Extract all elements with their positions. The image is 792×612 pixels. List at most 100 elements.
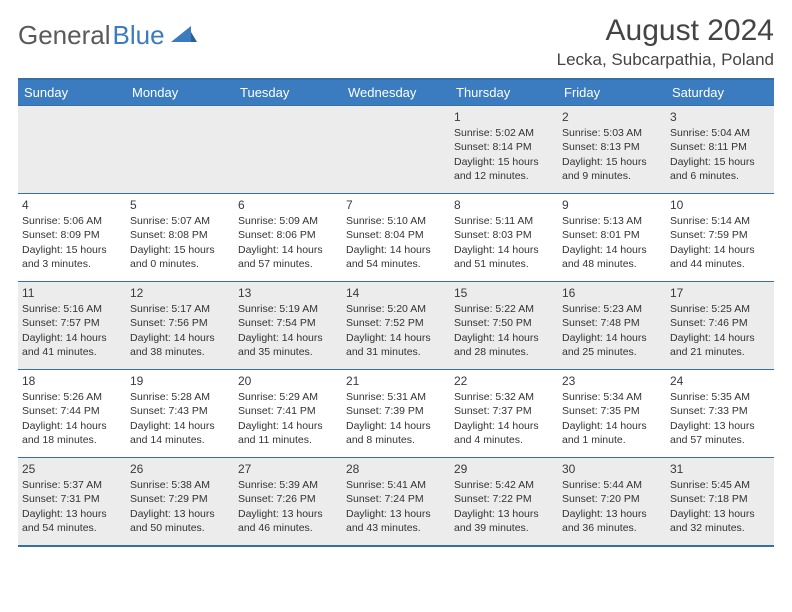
calendar: SundayMondayTuesdayWednesdayThursdayFrid… bbox=[18, 78, 774, 547]
weekday-header: Tuesday bbox=[234, 80, 342, 105]
day-number: 28 bbox=[346, 461, 446, 477]
day-cell: 12Sunrise: 5:17 AMSunset: 7:56 PMDayligh… bbox=[126, 281, 234, 369]
location: Lecka, Subcarpathia, Poland bbox=[557, 50, 774, 70]
day-info: Sunrise: 5:32 AMSunset: 7:37 PMDaylight:… bbox=[454, 390, 554, 447]
day-info: Sunrise: 5:26 AMSunset: 7:44 PMDaylight:… bbox=[22, 390, 122, 447]
day-cell: 7Sunrise: 5:10 AMSunset: 8:04 PMDaylight… bbox=[342, 193, 450, 281]
day-info: Sunrise: 5:23 AMSunset: 7:48 PMDaylight:… bbox=[562, 302, 662, 359]
day-cell: 6Sunrise: 5:09 AMSunset: 8:06 PMDaylight… bbox=[234, 193, 342, 281]
day-cell: 26Sunrise: 5:38 AMSunset: 7:29 PMDayligh… bbox=[126, 457, 234, 545]
logo-text-1: General bbox=[18, 20, 111, 51]
day-cell: 16Sunrise: 5:23 AMSunset: 7:48 PMDayligh… bbox=[558, 281, 666, 369]
day-number: 4 bbox=[22, 197, 122, 213]
day-cell: 23Sunrise: 5:34 AMSunset: 7:35 PMDayligh… bbox=[558, 369, 666, 457]
weekday-header: Sunday bbox=[18, 80, 126, 105]
day-cell bbox=[234, 105, 342, 193]
day-number: 9 bbox=[562, 197, 662, 213]
day-cell: 1Sunrise: 5:02 AMSunset: 8:14 PMDaylight… bbox=[450, 105, 558, 193]
day-info: Sunrise: 5:10 AMSunset: 8:04 PMDaylight:… bbox=[346, 214, 446, 271]
day-cell: 3Sunrise: 5:04 AMSunset: 8:11 PMDaylight… bbox=[666, 105, 774, 193]
day-number: 25 bbox=[22, 461, 122, 477]
logo-icon bbox=[171, 20, 197, 51]
day-cell: 21Sunrise: 5:31 AMSunset: 7:39 PMDayligh… bbox=[342, 369, 450, 457]
day-number: 17 bbox=[670, 285, 770, 301]
day-number: 15 bbox=[454, 285, 554, 301]
day-cell: 9Sunrise: 5:13 AMSunset: 8:01 PMDaylight… bbox=[558, 193, 666, 281]
day-info: Sunrise: 5:03 AMSunset: 8:13 PMDaylight:… bbox=[562, 126, 662, 183]
day-cell: 24Sunrise: 5:35 AMSunset: 7:33 PMDayligh… bbox=[666, 369, 774, 457]
day-number: 21 bbox=[346, 373, 446, 389]
weekday-header: Saturday bbox=[666, 80, 774, 105]
day-number: 23 bbox=[562, 373, 662, 389]
weekday-header: Thursday bbox=[450, 80, 558, 105]
day-cell: 25Sunrise: 5:37 AMSunset: 7:31 PMDayligh… bbox=[18, 457, 126, 545]
day-cell: 5Sunrise: 5:07 AMSunset: 8:08 PMDaylight… bbox=[126, 193, 234, 281]
day-number: 3 bbox=[670, 109, 770, 125]
day-number: 29 bbox=[454, 461, 554, 477]
day-number: 19 bbox=[130, 373, 230, 389]
weekday-header: Monday bbox=[126, 80, 234, 105]
day-cell: 20Sunrise: 5:29 AMSunset: 7:41 PMDayligh… bbox=[234, 369, 342, 457]
day-info: Sunrise: 5:22 AMSunset: 7:50 PMDaylight:… bbox=[454, 302, 554, 359]
day-cell: 17Sunrise: 5:25 AMSunset: 7:46 PMDayligh… bbox=[666, 281, 774, 369]
day-info: Sunrise: 5:17 AMSunset: 7:56 PMDaylight:… bbox=[130, 302, 230, 359]
day-cell: 4Sunrise: 5:06 AMSunset: 8:09 PMDaylight… bbox=[18, 193, 126, 281]
day-cell: 31Sunrise: 5:45 AMSunset: 7:18 PMDayligh… bbox=[666, 457, 774, 545]
day-cell: 29Sunrise: 5:42 AMSunset: 7:22 PMDayligh… bbox=[450, 457, 558, 545]
day-cell bbox=[342, 105, 450, 193]
calendar-body: 1Sunrise: 5:02 AMSunset: 8:14 PMDaylight… bbox=[18, 105, 774, 545]
day-info: Sunrise: 5:06 AMSunset: 8:09 PMDaylight:… bbox=[22, 214, 122, 271]
day-number: 10 bbox=[670, 197, 770, 213]
day-cell: 8Sunrise: 5:11 AMSunset: 8:03 PMDaylight… bbox=[450, 193, 558, 281]
day-info: Sunrise: 5:09 AMSunset: 8:06 PMDaylight:… bbox=[238, 214, 338, 271]
day-cell: 28Sunrise: 5:41 AMSunset: 7:24 PMDayligh… bbox=[342, 457, 450, 545]
day-number: 30 bbox=[562, 461, 662, 477]
day-number: 14 bbox=[346, 285, 446, 301]
day-info: Sunrise: 5:02 AMSunset: 8:14 PMDaylight:… bbox=[454, 126, 554, 183]
day-info: Sunrise: 5:38 AMSunset: 7:29 PMDaylight:… bbox=[130, 478, 230, 535]
day-number: 22 bbox=[454, 373, 554, 389]
day-cell: 11Sunrise: 5:16 AMSunset: 7:57 PMDayligh… bbox=[18, 281, 126, 369]
weekday-header: Wednesday bbox=[342, 80, 450, 105]
day-number: 24 bbox=[670, 373, 770, 389]
day-info: Sunrise: 5:44 AMSunset: 7:20 PMDaylight:… bbox=[562, 478, 662, 535]
month-title: August 2024 bbox=[557, 14, 774, 48]
day-info: Sunrise: 5:25 AMSunset: 7:46 PMDaylight:… bbox=[670, 302, 770, 359]
day-number: 11 bbox=[22, 285, 122, 301]
day-number: 8 bbox=[454, 197, 554, 213]
day-info: Sunrise: 5:19 AMSunset: 7:54 PMDaylight:… bbox=[238, 302, 338, 359]
logo-text-2: Blue bbox=[113, 20, 165, 51]
day-number: 13 bbox=[238, 285, 338, 301]
day-cell bbox=[126, 105, 234, 193]
day-info: Sunrise: 5:41 AMSunset: 7:24 PMDaylight:… bbox=[346, 478, 446, 535]
day-info: Sunrise: 5:07 AMSunset: 8:08 PMDaylight:… bbox=[130, 214, 230, 271]
weekday-header: Friday bbox=[558, 80, 666, 105]
day-info: Sunrise: 5:35 AMSunset: 7:33 PMDaylight:… bbox=[670, 390, 770, 447]
day-cell: 30Sunrise: 5:44 AMSunset: 7:20 PMDayligh… bbox=[558, 457, 666, 545]
day-info: Sunrise: 5:11 AMSunset: 8:03 PMDaylight:… bbox=[454, 214, 554, 271]
day-number: 1 bbox=[454, 109, 554, 125]
day-info: Sunrise: 5:28 AMSunset: 7:43 PMDaylight:… bbox=[130, 390, 230, 447]
day-info: Sunrise: 5:45 AMSunset: 7:18 PMDaylight:… bbox=[670, 478, 770, 535]
day-cell: 2Sunrise: 5:03 AMSunset: 8:13 PMDaylight… bbox=[558, 105, 666, 193]
title-block: August 2024 Lecka, Subcarpathia, Poland bbox=[557, 14, 774, 70]
day-info: Sunrise: 5:31 AMSunset: 7:39 PMDaylight:… bbox=[346, 390, 446, 447]
day-cell: 18Sunrise: 5:26 AMSunset: 7:44 PMDayligh… bbox=[18, 369, 126, 457]
day-info: Sunrise: 5:16 AMSunset: 7:57 PMDaylight:… bbox=[22, 302, 122, 359]
day-cell bbox=[18, 105, 126, 193]
day-number: 27 bbox=[238, 461, 338, 477]
day-number: 18 bbox=[22, 373, 122, 389]
header: GeneralBlue August 2024 Lecka, Subcarpat… bbox=[18, 14, 774, 70]
day-number: 7 bbox=[346, 197, 446, 213]
day-info: Sunrise: 5:04 AMSunset: 8:11 PMDaylight:… bbox=[670, 126, 770, 183]
day-info: Sunrise: 5:39 AMSunset: 7:26 PMDaylight:… bbox=[238, 478, 338, 535]
calendar-header-row: SundayMondayTuesdayWednesdayThursdayFrid… bbox=[18, 80, 774, 105]
day-info: Sunrise: 5:13 AMSunset: 8:01 PMDaylight:… bbox=[562, 214, 662, 271]
day-number: 12 bbox=[130, 285, 230, 301]
day-number: 26 bbox=[130, 461, 230, 477]
day-info: Sunrise: 5:29 AMSunset: 7:41 PMDaylight:… bbox=[238, 390, 338, 447]
day-number: 31 bbox=[670, 461, 770, 477]
day-cell: 13Sunrise: 5:19 AMSunset: 7:54 PMDayligh… bbox=[234, 281, 342, 369]
day-info: Sunrise: 5:42 AMSunset: 7:22 PMDaylight:… bbox=[454, 478, 554, 535]
day-info: Sunrise: 5:34 AMSunset: 7:35 PMDaylight:… bbox=[562, 390, 662, 447]
